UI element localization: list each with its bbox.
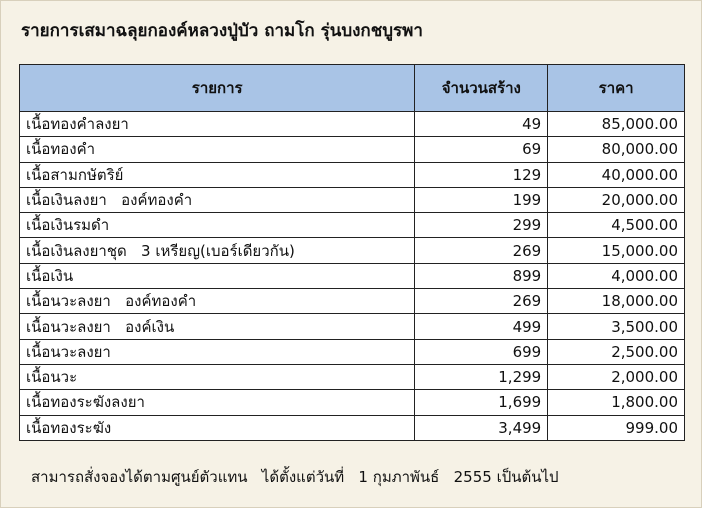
quantity-cell: 899 <box>414 262 549 290</box>
table-row: เนื้อทองคำ 69 80,000.00 <box>18 136 685 163</box>
item-cell: เนื้อเงินรมดำ <box>18 212 416 239</box>
item-cell: เนื้อทองคำลงยา <box>18 110 416 138</box>
table-row: เนื้อทองคำลงยา 49 85,000.00 <box>18 110 685 138</box>
quantity-cell: 49 <box>414 110 549 138</box>
quantity-cell: 69 <box>414 136 549 163</box>
price-cell: 80,000.00 <box>547 136 685 163</box>
table-row: เนื้อนวะลงยา องค์ทองคำ 269 18,000.00 <box>18 288 685 315</box>
quantity-cell: 129 <box>414 161 549 188</box>
price-cell: 1,800.00 <box>547 389 685 416</box>
table-row: เนื้อเงินลงยา องค์ทองคำ 199 20,000.00 <box>18 186 685 214</box>
table-row: เนื้อเงินลงยาชุด 3 เหรียญ(เบอร์เดียวกัน)… <box>18 237 685 264</box>
header-cell: จำนวนสร้าง <box>414 64 549 112</box>
table-row: เนื้อเงิน 899 4,000.00 <box>18 262 685 290</box>
footer-note: สามารถสั่งจองได้ตามศูนย์ตัวแทน ได้ตั้งแต… <box>31 468 559 486</box>
item-cell: เนื้อทองระฆังลงยา <box>18 389 416 416</box>
price-cell: 15,000.00 <box>547 237 685 264</box>
table-row: เนื้อนวะลงยา องค์เงิน 499 3,500.00 <box>18 313 685 340</box>
item-cell: เนื้อเงิน <box>18 262 416 290</box>
price-cell: 20,000.00 <box>547 186 685 214</box>
price-cell: 85,000.00 <box>547 110 685 138</box>
table-body: เนื้อทองคำลงยา 49 85,000.00 เนื้อทองคำ 69 80,… <box>18 110 685 441</box>
quantity-cell: 299 <box>414 212 549 239</box>
price-cell: 40,000.00 <box>547 161 685 188</box>
table-row: เนื้อทองระฆังลงยา 1,699 1,800.00 <box>18 389 685 416</box>
title: รายการเสมาฉลุยกองค์หลวงปู่บัว ถามโก รุ่น… <box>21 21 423 41</box>
table-row: เนื้อนวะลงยา 699 2,500.00 <box>18 338 685 365</box>
quantity-cell: 3,499 <box>414 414 549 441</box>
table-row: เนื้อเงินรมดำ 299 4,500.00 <box>18 212 685 239</box>
quantity-cell: 699 <box>414 338 549 365</box>
price-table: รายการ จำนวนสร้าง ราคา เนื้อทองคำลงยา 49 85,… <box>18 64 685 441</box>
quantity-cell: 269 <box>414 288 549 315</box>
price-cell: 3,500.00 <box>547 313 685 340</box>
item-cell: เนื้อเงินลงยา องค์ทองคำ <box>18 186 416 214</box>
header-row: รายการ จำนวนสร้าง ราคา <box>18 64 685 112</box>
price-cell: 4,000.00 <box>547 262 685 290</box>
quantity-cell: 269 <box>414 237 549 264</box>
price-cell: 2,500.00 <box>547 338 685 365</box>
price-cell: 4,500.00 <box>547 212 685 239</box>
item-cell: เนื้อเงินลงยาชุด 3 เหรียญ(เบอร์เดียวกัน) <box>18 237 416 264</box>
item-cell: เนื้อนวะ <box>18 363 416 391</box>
quantity-cell: 1,299 <box>414 363 549 391</box>
table-row: เนื้อทองระฆัง 3,499 999.00 <box>18 414 685 441</box>
quantity-cell: 499 <box>414 313 549 340</box>
quantity-cell: 199 <box>414 186 549 214</box>
item-cell: เนื้อนวะลงยา องค์เงิน <box>18 313 416 340</box>
header-cell: ราคา <box>547 64 685 112</box>
table-row: เนื้อนวะ 1,299 2,000.00 <box>18 363 685 391</box>
item-cell: เนื้อสามกษัตริย์ <box>18 161 416 188</box>
quantity-cell: 1,699 <box>414 389 549 416</box>
price-cell: 18,000.00 <box>547 288 685 315</box>
price-cell: 2,000.00 <box>547 363 685 391</box>
item-cell: เนื้อทองคำ <box>18 136 416 163</box>
header-cell: รายการ <box>18 64 416 112</box>
price-cell: 999.00 <box>547 414 685 441</box>
item-cell: เนื้อนวะลงยา องค์ทองคำ <box>18 288 416 315</box>
item-cell: เนื้อนวะลงยา <box>18 338 416 365</box>
item-cell: เนื้อทองระฆัง <box>18 414 416 441</box>
table-row: เนื้อสามกษัตริย์ 129 40,000.00 <box>18 161 685 188</box>
